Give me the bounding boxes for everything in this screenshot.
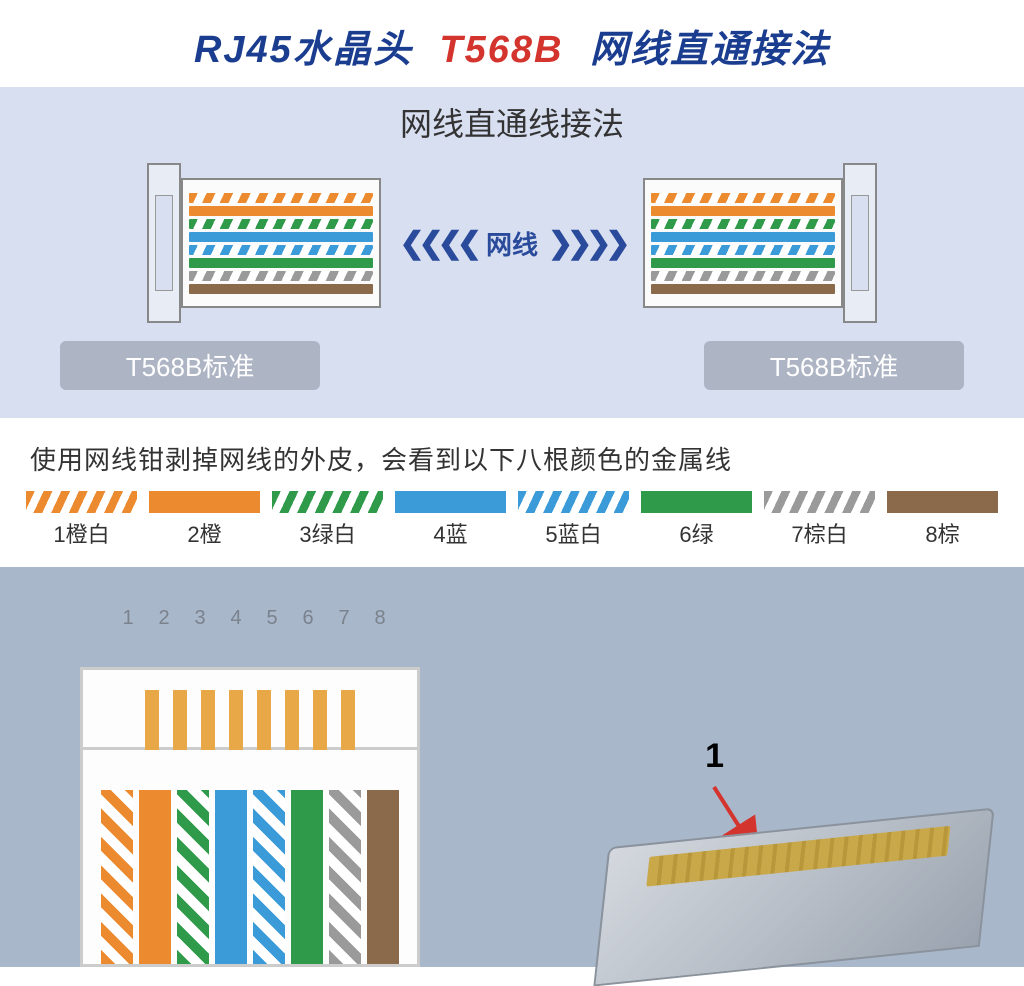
swatch-1: 1橙白 xyxy=(20,491,143,549)
swatch-6: 6绿 xyxy=(635,491,758,549)
wire-orange xyxy=(189,206,373,216)
contact xyxy=(257,690,271,750)
diagram-panel: 网线直通线接法 ❮❮❮❮ 网线 ❯❯❯❯ T568B标准 T568B标准 xyxy=(0,87,1024,418)
swatch-bar xyxy=(149,491,260,513)
swatch-label: 7棕白 xyxy=(758,517,881,549)
wire-orange-white xyxy=(651,193,835,203)
wire-blue xyxy=(215,790,247,964)
pin-numbers: 12345678 xyxy=(120,607,388,630)
swatch-label: 3绿白 xyxy=(266,517,389,549)
wire-brown xyxy=(367,790,399,964)
wire-blue xyxy=(651,232,835,242)
wire-orange-white xyxy=(189,193,373,203)
wire-blue-white xyxy=(189,245,373,255)
wire-blue-white xyxy=(651,245,835,255)
color-swatches: 1橙白2橙3绿白4蓝5蓝白6绿7棕白8棕 xyxy=(0,491,1024,567)
cable-middle: ❮❮❮❮ 网线 ❯❯❯❯ xyxy=(399,225,624,262)
swatch-bar xyxy=(395,491,506,513)
pin-number: 4 xyxy=(228,607,244,630)
rj45-contacts xyxy=(80,667,420,747)
plug-end-left xyxy=(147,163,181,323)
wire-brown xyxy=(189,284,373,294)
title-part1: RJ45水晶头 xyxy=(194,29,413,71)
swatch-label: 8棕 xyxy=(881,517,1004,549)
caption-row: T568B标准 T568B标准 xyxy=(0,341,1024,390)
standard-caption-right: T568B标准 xyxy=(704,341,964,390)
contact xyxy=(201,690,215,750)
chevron-right-icon: ❯❯❯❯ xyxy=(548,226,625,261)
swatch-3: 3绿白 xyxy=(266,491,389,549)
pin-number: 5 xyxy=(264,607,280,630)
wire-green-white xyxy=(177,790,209,964)
wire-brown-white xyxy=(329,790,361,964)
swatch-8: 8棕 xyxy=(881,491,1004,549)
cable-label: 网线 xyxy=(486,225,538,262)
wire-orange-white xyxy=(101,790,133,964)
contact xyxy=(285,690,299,750)
wire-green xyxy=(189,258,373,268)
swatch-5: 5蓝白 xyxy=(512,491,635,549)
pin-number: 1 xyxy=(120,607,136,630)
wire-green-white xyxy=(651,219,835,229)
swatch-bar xyxy=(518,491,629,513)
swatch-label: 6绿 xyxy=(635,517,758,549)
wire-orange xyxy=(139,790,171,964)
plug-body-right xyxy=(643,178,843,308)
wire-orange xyxy=(651,206,835,216)
pointer-label: 1 xyxy=(705,737,724,776)
swatch-bar xyxy=(641,491,752,513)
rj45-photo xyxy=(593,808,994,986)
swatch-7: 7棕白 xyxy=(758,491,881,549)
wire-blue xyxy=(189,232,373,242)
description-text: 使用网线钳剥掉网线的外皮，会看到以下八根颜色的金属线 xyxy=(0,418,1024,491)
contact xyxy=(341,690,355,750)
connector-left xyxy=(147,163,381,323)
pin-number: 3 xyxy=(192,607,208,630)
title-part2: T568B xyxy=(439,29,563,71)
contact xyxy=(313,690,327,750)
wire-brown xyxy=(651,284,835,294)
subtitle: 网线直通线接法 xyxy=(0,99,1024,145)
contact xyxy=(145,690,159,750)
wire-green-white xyxy=(189,219,373,229)
swatch-2: 2橙 xyxy=(143,491,266,549)
plug-body-left xyxy=(181,178,381,308)
wire-brown-white xyxy=(189,271,373,281)
swatch-4: 4蓝 xyxy=(389,491,512,549)
wire-green xyxy=(651,258,835,268)
chevron-left-icon: ❮❮❮❮ xyxy=(399,226,476,261)
rj45-wires xyxy=(80,747,420,967)
swatch-bar xyxy=(764,491,875,513)
swatch-label: 1橙白 xyxy=(20,517,143,549)
pin-number: 7 xyxy=(336,607,352,630)
pin-number: 6 xyxy=(300,607,316,630)
pin-number: 2 xyxy=(156,607,172,630)
swatch-label: 4蓝 xyxy=(389,517,512,549)
wire-blue-white xyxy=(253,790,285,964)
swatch-bar xyxy=(272,491,383,513)
detail-panel: 12345678 1 xyxy=(0,567,1024,967)
contact xyxy=(173,690,187,750)
plug-end-right xyxy=(843,163,877,323)
connector-right xyxy=(643,163,877,323)
main-title: RJ45水晶头 T568B 网线直通接法 xyxy=(0,0,1024,87)
swatch-bar xyxy=(26,491,137,513)
swatch-bar xyxy=(887,491,998,513)
wire-brown-white xyxy=(651,271,835,281)
standard-caption-left: T568B标准 xyxy=(60,341,320,390)
connector-row: ❮❮❮❮ 网线 ❯❯❯❯ xyxy=(0,163,1024,323)
rj45-large-diagram xyxy=(80,667,420,967)
swatch-label: 5蓝白 xyxy=(512,517,635,549)
title-part3: 网线直通接法 xyxy=(590,29,830,71)
wire-green xyxy=(291,790,323,964)
contact xyxy=(229,690,243,750)
swatch-label: 2橙 xyxy=(143,517,266,549)
pin-number: 8 xyxy=(372,607,388,630)
